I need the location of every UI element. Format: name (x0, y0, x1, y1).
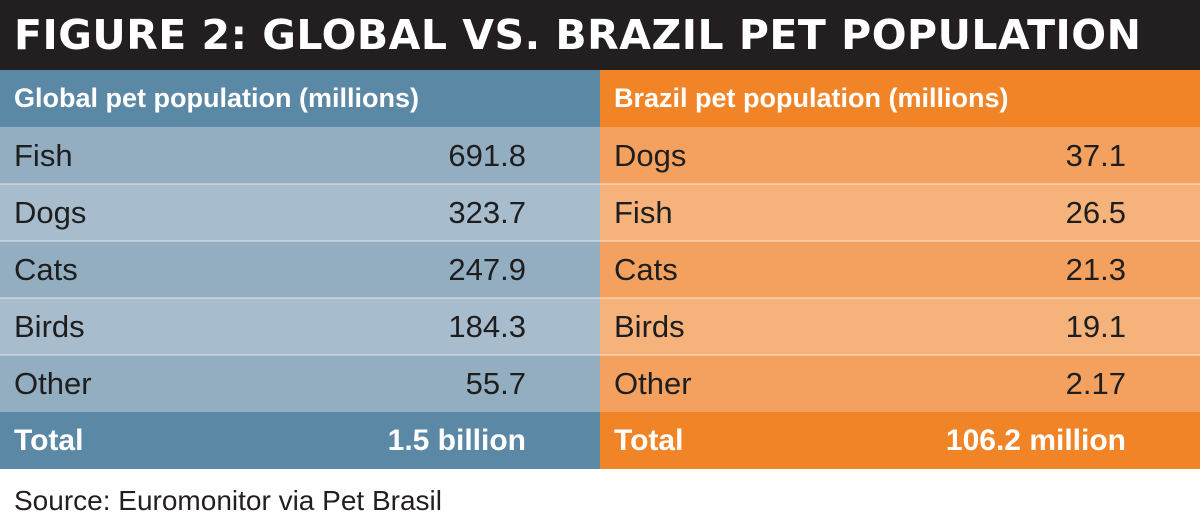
global-row-value: 55.7 (465, 366, 526, 401)
global-row: Birds 184.3 (0, 298, 600, 355)
global-row-value: 691.8 (448, 138, 526, 173)
brazil-total-row-value: 106.2 million (945, 424, 1126, 457)
global-table-header: Global pet population (millions) (0, 70, 600, 127)
global-row: Dogs 323.7 (0, 184, 600, 241)
brazil-table-header: Brazil pet population (millions) (600, 70, 1200, 127)
brazil-row: Other 2.17 (600, 355, 1200, 412)
global-row-value: 323.7 (448, 195, 526, 230)
brazil-row-value: 21.3 (1065, 252, 1126, 287)
global-row-divider (0, 354, 600, 356)
brazil-total-row-label: Total (614, 424, 684, 457)
global-total-row-value: 1.5 billion (387, 424, 526, 457)
brazil-row: Dogs 37.1 (600, 127, 1200, 184)
brazil-row-divider (600, 240, 1200, 242)
global-row: Other 55.7 (0, 355, 600, 412)
brazil-row-divider (600, 297, 1200, 299)
brazil-row-label: Dogs (614, 138, 687, 173)
global-table-header-label: Global pet population (millions) (14, 83, 419, 113)
global-row: Fish 691.8 (0, 127, 600, 184)
global-row: Cats 247.9 (0, 241, 600, 298)
brazil-row-value: 19.1 (1065, 309, 1126, 344)
global-row-label: Cats (14, 252, 78, 287)
global-row-label: Fish (14, 138, 73, 173)
brazil-row-value: 2.17 (1065, 366, 1126, 401)
global-total-row: Total 1.5 billion (0, 412, 600, 469)
global-total-row-label: Total (14, 424, 84, 457)
global-row-divider (0, 297, 600, 299)
brazil-row-label: Fish (614, 195, 673, 230)
figure-title: FIGURE 2: GLOBAL VS. BRAZIL PET POPULATI… (0, 0, 1200, 70)
global-row-label: Other (14, 366, 92, 401)
brazil-row-label: Birds (614, 309, 685, 344)
global-row-value: 247.9 (448, 252, 526, 287)
global-row-value: 184.3 (448, 309, 526, 344)
brazil-row-label: Other (614, 366, 692, 401)
brazil-row-value: 26.5 (1065, 195, 1126, 230)
brazil-population-table: Brazil pet population (millions) Dogs 37.1… (600, 70, 1200, 470)
global-row-label: Dogs (14, 195, 87, 230)
brazil-total-row: Total 106.2 million (600, 412, 1200, 469)
brazil-row: Cats 21.3 (600, 241, 1200, 298)
brazil-row-divider (600, 354, 1200, 356)
brazil-row-value: 37.1 (1065, 138, 1126, 173)
brazil-row-divider (600, 183, 1200, 185)
brazil-table-header-label: Brazil pet population (millions) (614, 83, 1009, 113)
global-row-divider (0, 183, 600, 185)
global-row-divider (0, 240, 600, 242)
brazil-row-label: Cats (614, 252, 678, 287)
source-note: Source: Euromonitor via Pet Brasil (14, 485, 442, 516)
brazil-row: Birds 19.1 (600, 298, 1200, 355)
global-population-table: Global pet population (millions) Fish 691.… (0, 70, 600, 470)
brazil-row: Fish 26.5 (600, 184, 1200, 241)
global-row-label: Birds (14, 309, 85, 344)
